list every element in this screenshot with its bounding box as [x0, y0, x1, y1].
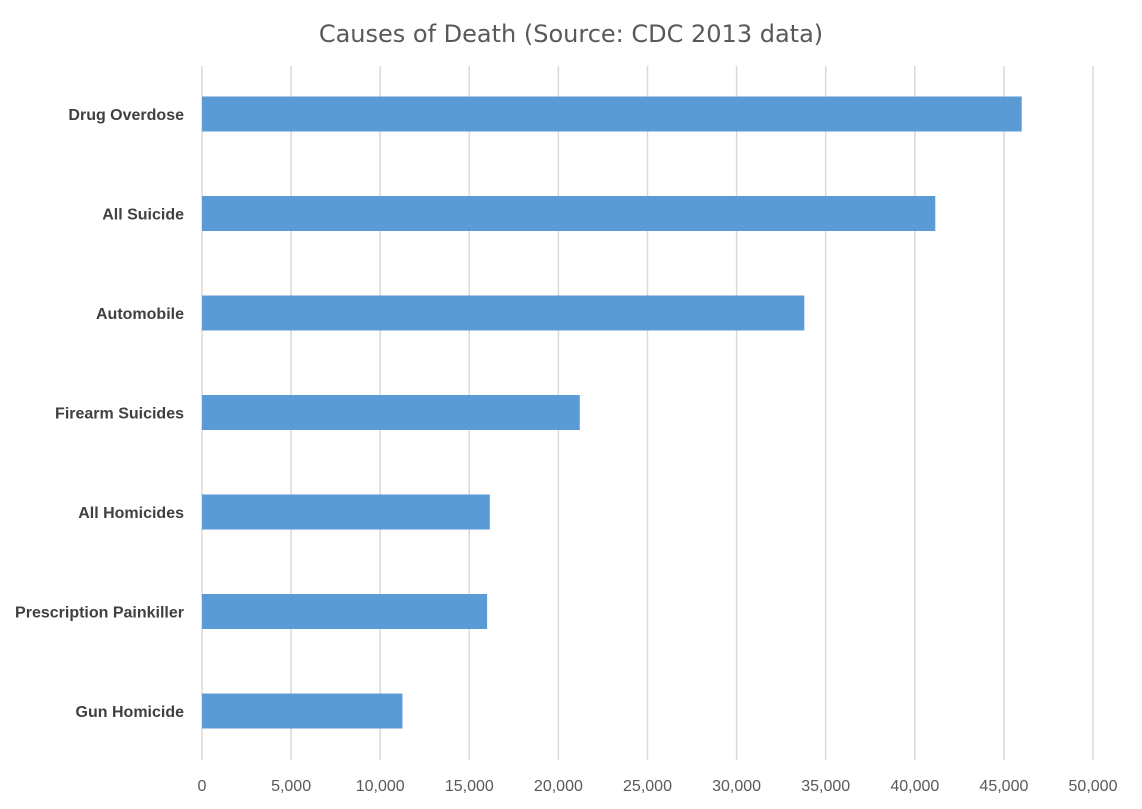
- category-label: Automobile: [96, 306, 184, 323]
- bar: [202, 494, 490, 530]
- category-label: Gun Homicide: [76, 704, 185, 721]
- x-tick-label: 35,000: [801, 778, 850, 795]
- x-tick-label: 20,000: [534, 778, 583, 795]
- bars: [202, 96, 1022, 729]
- chart-title: Causes of Death (Source: CDC 2013 data): [319, 20, 823, 48]
- bar: [202, 96, 1022, 132]
- x-axis-tick-labels: 0 5,000 10,000 15,000 20,000 25,000 30,000 35,0…: [198, 778, 1118, 795]
- bar: [202, 693, 403, 729]
- category-label: All Suicide: [102, 207, 184, 224]
- category-label: Prescription Painkiller: [15, 605, 184, 622]
- bar: [202, 295, 805, 331]
- category-label: All Homicides: [78, 505, 184, 522]
- category-labels: Drug Overdose All Suicide Automobile Firear…: [15, 107, 184, 721]
- x-tick-label: 40,000: [890, 778, 939, 795]
- bar: [202, 395, 580, 430]
- bar: [202, 196, 936, 231]
- category-label: Firearm Suicides: [55, 406, 184, 423]
- bar: [202, 594, 488, 629]
- x-tick-label: 15,000: [445, 778, 494, 795]
- x-tick-label: 45,000: [979, 778, 1028, 795]
- x-tick-label: 0: [198, 778, 207, 795]
- x-tick-label: 25,000: [623, 778, 672, 795]
- x-tick-label: 5,000: [271, 778, 311, 795]
- x-tick-label: 30,000: [712, 778, 761, 795]
- x-tick-label: 50,000: [1069, 778, 1118, 795]
- category-label: Drug Overdose: [68, 107, 184, 124]
- x-tick-label: 10,000: [356, 778, 405, 795]
